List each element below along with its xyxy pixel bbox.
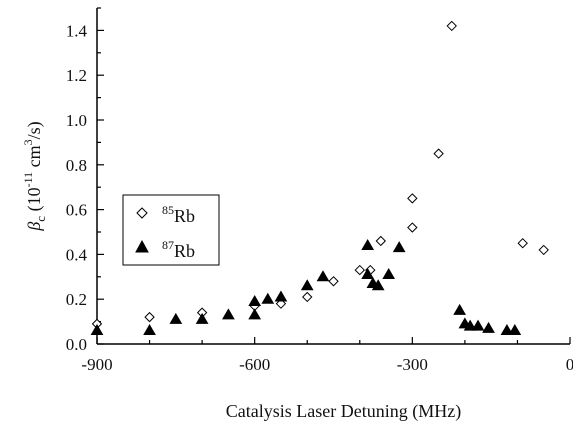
point-85rb (354, 264, 365, 276)
y-tick-label: 0.6 (66, 201, 87, 220)
point-85rb (517, 237, 528, 249)
x-tick-label: -900 (81, 355, 112, 374)
y-tick-label: 1.4 (66, 21, 88, 40)
point-87rb (482, 321, 495, 333)
y-tick-label: 1.2 (66, 66, 87, 85)
point-87rb (169, 312, 183, 324)
point-87rb (248, 294, 262, 306)
point-87rb (316, 270, 330, 282)
point-87rb (222, 308, 235, 320)
point-87rb (500, 324, 514, 336)
point-85rb (433, 148, 444, 159)
point-85rb (446, 20, 457, 32)
point-87rb (90, 324, 104, 336)
x-axis-title: Catalysis Laser Detuning (MHz) (226, 401, 461, 422)
data-points (90, 20, 549, 336)
legend-box (122, 194, 220, 266)
point-85rb (302, 291, 313, 303)
point-87rb (392, 241, 406, 253)
point-85rb (328, 276, 339, 287)
y-tick-label: 0.2 (66, 290, 87, 309)
point-87rb (261, 292, 275, 304)
legend-triangle-marker (135, 239, 149, 253)
point-87rb (300, 279, 314, 291)
point-87rb (361, 238, 375, 250)
point-85rb (538, 244, 549, 256)
x-ticks: -900 -600 -300 0 (81, 337, 573, 374)
point-87rb (508, 324, 522, 336)
x-tick-label: 0 (566, 355, 573, 374)
point-87rb (382, 268, 396, 280)
legend-diamond-marker (136, 207, 148, 219)
point-87rb (143, 324, 156, 336)
point-85rb (407, 193, 418, 204)
y-axis-title: βc (10-11 cm3/s) (21, 121, 48, 231)
y-tick-label: 0.8 (66, 156, 87, 175)
point-87rb (195, 312, 209, 324)
point-87rb (463, 319, 477, 331)
x-tick-label: -300 (397, 355, 428, 374)
point-87rb (471, 319, 485, 331)
legend-item-87rb: 87Rb (135, 238, 195, 261)
legend-item-85rb: 85Rb (136, 203, 195, 226)
point-85rb (144, 311, 155, 323)
y-tick-label: 0.4 (66, 245, 88, 264)
legend-label-85rb: 85Rb (162, 203, 195, 226)
y-tick-label: 1.0 (66, 111, 87, 130)
point-87rb (248, 308, 262, 320)
point-87rb (371, 279, 385, 291)
y-tick-label: 0.0 (66, 335, 87, 354)
point-87rb (274, 290, 288, 302)
legend: 85Rb 87Rb (122, 194, 220, 266)
legend-label-87rb: 87Rb (162, 238, 195, 261)
point-87rb (361, 268, 375, 280)
x-tick-label: -600 (239, 355, 270, 374)
point-85rb (407, 222, 418, 233)
point-87rb (453, 303, 467, 315)
point-85rb (375, 235, 387, 247)
y-ticks: 0.0 0.2 0.4 0.6 0.8 1.0 1.2 1.4 (66, 7, 104, 354)
